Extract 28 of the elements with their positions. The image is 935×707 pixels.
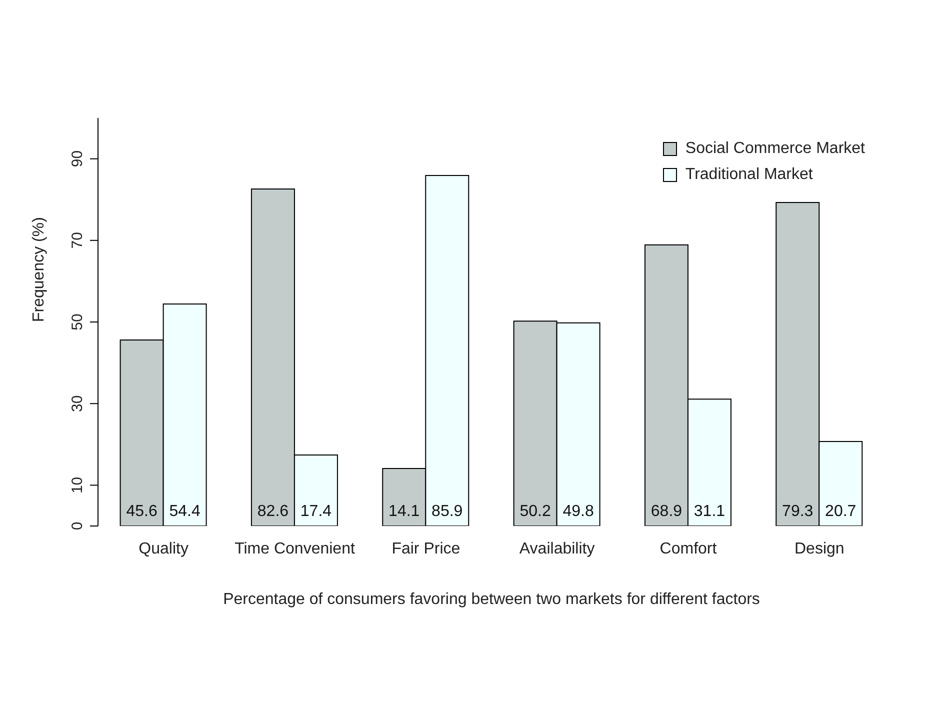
- y-axis-title: Frequency (%): [30, 217, 48, 322]
- x-tick-label: Time Convenient: [234, 540, 356, 558]
- x-tick-label: Fair Price: [392, 540, 460, 558]
- data-label: 85.9: [432, 503, 463, 520]
- data-label: 17.4: [300, 503, 332, 520]
- data-label: 68.9: [650, 503, 682, 520]
- y-tick-label: 70: [69, 232, 86, 249]
- x-tick-label: Availability: [519, 540, 595, 558]
- y-tick-label: 10: [69, 476, 86, 494]
- data-label: 82.6: [257, 503, 289, 520]
- legend-label: Social Commerce Market: [685, 139, 865, 159]
- data-label: 50.2: [520, 503, 551, 520]
- data-label: 20.7: [825, 503, 856, 520]
- y-tick-label: 50: [69, 314, 86, 330]
- y-tick-label: 0: [69, 522, 86, 530]
- x-axis-title: Percentage of consumers favoring between two markets for different factors: [223, 591, 760, 608]
- x-tick-label: Comfort: [660, 540, 718, 558]
- y-tick-label: 30: [69, 395, 86, 412]
- x-tick-label: Quality: [138, 540, 188, 558]
- legend-label: Traditional Market: [685, 165, 813, 185]
- data-label: 14.1: [388, 503, 420, 520]
- data-label: 79.3: [782, 503, 814, 520]
- data-label: 45.6: [126, 503, 158, 520]
- data-label: 54.4: [169, 503, 200, 520]
- data-label: 49.8: [562, 503, 594, 520]
- data-label: 31.1: [694, 503, 726, 520]
- x-tick-label: Design: [794, 540, 844, 558]
- y-tick-label: 90: [69, 150, 86, 168]
